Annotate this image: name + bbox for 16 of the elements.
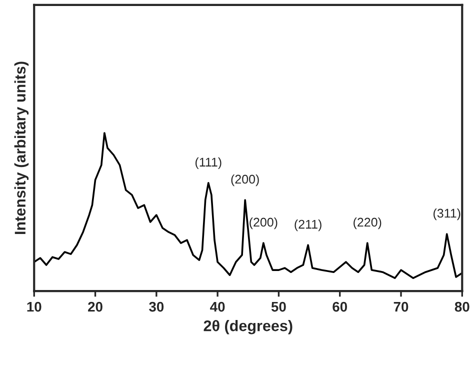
x-tick-label: 40 (210, 302, 225, 312)
annotation: (200) (250, 217, 278, 230)
x-tick-label: 70 (394, 302, 408, 312)
annotation: (200) (231, 174, 259, 186)
x-tick-label: 10 (27, 302, 42, 312)
annotation: (111) (196, 157, 222, 170)
x-tick-label: 20 (88, 302, 102, 312)
y-axis-title: Intensity (arbitary units) (14, 62, 29, 234)
annotation: (220) (354, 217, 382, 230)
x-tick-label: 30 (149, 302, 164, 312)
x-axis-title: 2θ (degrees) (204, 320, 292, 334)
x-tick-label: 50 (271, 302, 286, 312)
annotation: (311) (434, 208, 460, 220)
x-tick-label: 60 (332, 302, 348, 312)
annotation: (211) (294, 220, 322, 232)
x-tick-label: 80 (454, 302, 470, 312)
